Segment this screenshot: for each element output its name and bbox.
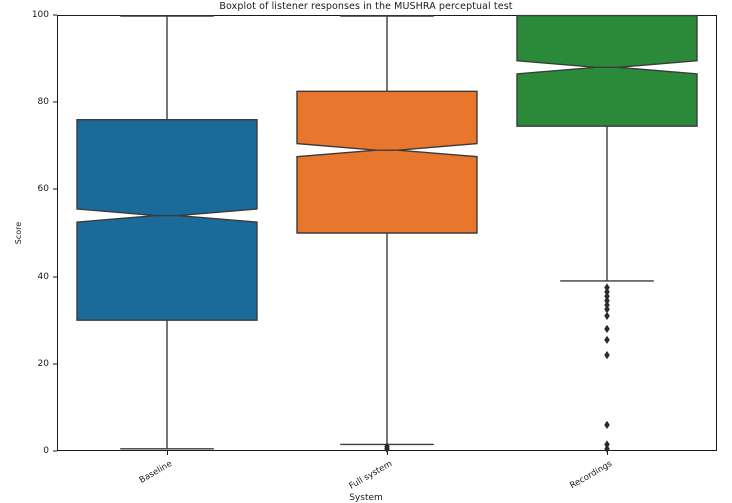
box-group-full-system <box>296 15 478 453</box>
y-axis-tick-label: 0 <box>43 446 49 456</box>
x-axis-tick-mark <box>607 451 608 455</box>
outlier-marker <box>384 442 390 451</box>
outlier-marker <box>604 335 610 344</box>
outlier-marker <box>604 444 610 453</box>
outlier-marker <box>604 311 610 320</box>
chart-title: Boxplot of listener responses in the MUS… <box>219 1 513 12</box>
y-axis-tick-mark <box>53 14 57 16</box>
outlier-marker <box>604 420 610 429</box>
y-axis-tick-label: 100 <box>31 10 49 20</box>
outlier-marker <box>604 305 610 314</box>
y-axis-tick-label: 40 <box>37 271 49 282</box>
y-axis-tick-mark <box>53 188 57 190</box>
y-axis-tick-label: 20 <box>37 358 49 369</box>
x-axis-tick-mark <box>167 451 168 455</box>
x-axis-title: System <box>349 493 383 503</box>
box-group-recordings <box>516 14 698 453</box>
x-axis-tick-mark <box>387 451 388 455</box>
y-axis-tick-mark <box>53 276 57 278</box>
box-group-baseline <box>76 15 258 450</box>
y-axis-tick-mark <box>53 450 57 452</box>
y-axis-tick-mark <box>53 363 57 365</box>
y-axis-tick-label: 80 <box>37 97 49 108</box>
box-body <box>76 118 258 321</box>
outlier-marker <box>604 324 610 334</box>
y-axis-tick-mark <box>53 101 57 103</box>
box-body <box>516 14 698 127</box>
y-axis-tick-label: 60 <box>37 184 49 195</box>
box-body <box>296 90 478 234</box>
outlier-marker <box>604 350 610 360</box>
